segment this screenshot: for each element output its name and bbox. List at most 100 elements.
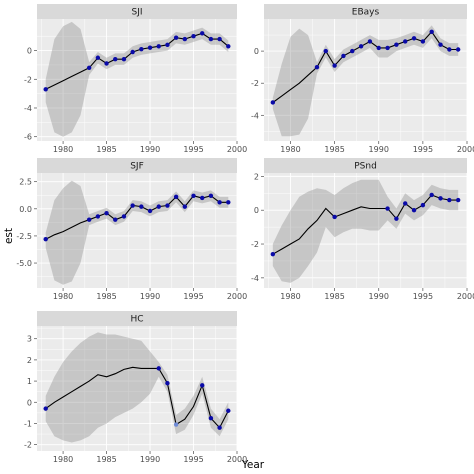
panel-title-sji: SJI (131, 8, 142, 18)
x-tick-label-ebays: 1990 (369, 145, 389, 154)
data-point-hc-1998 (217, 425, 222, 430)
data-point-sjf-1996 (200, 195, 205, 201)
data-point-ebays-1999 (455, 47, 461, 52)
y-tick-label-ebays: 0 (254, 47, 259, 56)
y-tick-label-psnd: -2 (251, 240, 259, 249)
data-point-ebays-1986 (341, 53, 346, 59)
data-point-psnd-1997 (438, 196, 443, 201)
y-tick-label-sjf: -2.5 (16, 232, 32, 241)
panel-background-sji (37, 19, 237, 141)
panel-background-hc (37, 326, 237, 451)
panel-strip-hc (37, 311, 237, 326)
data-point-ebays-1987 (350, 48, 355, 54)
data-point-sji-1987 (121, 56, 127, 62)
x-tick-label-sji: 1980 (53, 145, 73, 154)
data-point-ebays-1978 (270, 100, 276, 105)
y-tick-label-psnd: 0 (254, 206, 259, 215)
data-point-sjf-1990 (147, 208, 153, 214)
data-point-hc-1992 (165, 381, 170, 386)
x-tick-label-sji: 2000 (227, 145, 247, 154)
data-point-psnd-1991 (385, 206, 390, 211)
data-point-hc-1978 (43, 406, 48, 411)
panel-ebays: EBays 1980 1985 1990 1995 2000 -4 -2 0 (251, 4, 474, 154)
data-point-sjf-1989 (139, 204, 144, 209)
data-point-psnd-1993 (403, 201, 408, 206)
data-point-sjf-1999 (226, 200, 231, 205)
data-point-sji-1983 (86, 65, 92, 71)
estimate-line-sji (45, 32, 229, 90)
y-tick-label-hc: 2 (27, 356, 32, 365)
data-point-ebays-1992 (394, 42, 399, 47)
data-point-sji-1986 (113, 56, 118, 62)
x-tick-label-psnd: 1990 (369, 292, 389, 301)
confidence-ribbon-ebays (272, 25, 459, 137)
panel-strip-ebays (264, 4, 467, 19)
y-tick-label-hc: 1 (27, 377, 32, 386)
data-point-sji-1992 (165, 42, 170, 48)
data-point-psnd-1998 (447, 197, 452, 203)
y-tick-label-sjf: 0.0 (19, 205, 32, 214)
x-tick-label-sji: 1995 (183, 145, 203, 154)
data-point-sji-1978 (43, 87, 48, 92)
data-point-sji-1989 (139, 46, 144, 52)
x-tick-label-ebays: 1995 (413, 145, 433, 154)
estimate-line-hc (45, 366, 229, 429)
x-tick-label-psnd: 1985 (324, 292, 344, 301)
data-point-sjf-1978 (43, 236, 48, 242)
data-point-ebays-1985 (332, 63, 337, 68)
y-tick-label-hc: -2 (24, 441, 32, 450)
data-point-ebays-1990 (376, 45, 381, 51)
y-tick-label-sjf: -5.0 (16, 259, 32, 268)
data-point-sjf-1988 (130, 203, 135, 208)
y-tick-label-ebays: -2 (251, 79, 259, 88)
confidence-ribbon-hc (45, 332, 229, 443)
data-point-sjf-1985 (104, 210, 109, 216)
x-axis-title: Year (241, 459, 265, 471)
data-point-sjf-1983 (86, 217, 92, 222)
x-tick-label-sji: 1990 (140, 145, 160, 154)
panel-strip-sjf (37, 158, 237, 173)
data-point-ebays-1989 (367, 39, 373, 44)
data-point-sjf-1984 (95, 214, 101, 219)
panel-title-hc: HC (130, 315, 143, 325)
data-point-hc-1997 (208, 415, 214, 421)
panel-title-ebays: EBays (352, 8, 380, 18)
x-tick-label-hc: 1985 (96, 455, 116, 464)
data-point-hc-1993-estimated (173, 422, 179, 427)
data-point-ebays-1994 (411, 36, 417, 41)
panel-hc: HC 1980 1985 1990 1995 2000 -2 -1 0 1 2 3 (24, 311, 247, 464)
panel-sji: SJI 1980 1985 1990 1995 2000 -6 -4 -2 0 (24, 4, 247, 154)
data-point-sjf-1995 (191, 193, 196, 198)
panel-sjf: SJF 1980 1985 1990 1995 2000 -5.0 -2.5 0.0 2.5 (16, 158, 247, 301)
x-tick-label-sjf: 1990 (140, 292, 160, 301)
data-point-ebays-1998 (447, 47, 452, 52)
x-tick-label-ebays: 1980 (280, 145, 300, 154)
estimate-line-ebays (272, 30, 459, 103)
y-tick-label-sjf: 2.5 (19, 178, 32, 187)
x-tick-label-ebays: 1985 (324, 145, 344, 154)
data-point-psnd-1978 (270, 251, 276, 257)
confidence-ribbon-psnd (272, 179, 459, 283)
data-point-psnd-1985 (332, 214, 337, 220)
data-point-sji-1998 (217, 36, 222, 42)
x-tick-label-sjf: 1980 (53, 292, 73, 301)
x-tick-label-sjf: 1995 (183, 292, 203, 301)
y-tick-label-sji: -2 (24, 75, 32, 84)
data-point-ebays-1997 (438, 42, 443, 47)
data-point-sjf-1994 (182, 204, 188, 209)
panel-strip-psnd (264, 158, 467, 173)
data-point-ebays-1991 (385, 45, 390, 51)
panel-psnd: PSnd 1980 1985 1990 1995 2000 -4 -2 0 2 (251, 158, 474, 301)
panel-strip-sji (37, 4, 237, 19)
data-point-psnd-1999 (455, 197, 461, 203)
data-point-sji-1984 (95, 55, 101, 60)
y-tick-label-sji: 0 (27, 47, 32, 56)
x-tick-label-hc: 1995 (183, 455, 203, 464)
data-point-sji-1991 (156, 44, 161, 49)
x-tick-label-hc: 1990 (140, 455, 160, 464)
data-point-sji-1985 (104, 61, 109, 66)
data-point-hc-1999 (226, 408, 231, 413)
panel-background-ebays (264, 19, 467, 141)
panel-title-psnd: PSnd (354, 162, 377, 172)
panel-title-sjf: SJF (130, 162, 144, 172)
